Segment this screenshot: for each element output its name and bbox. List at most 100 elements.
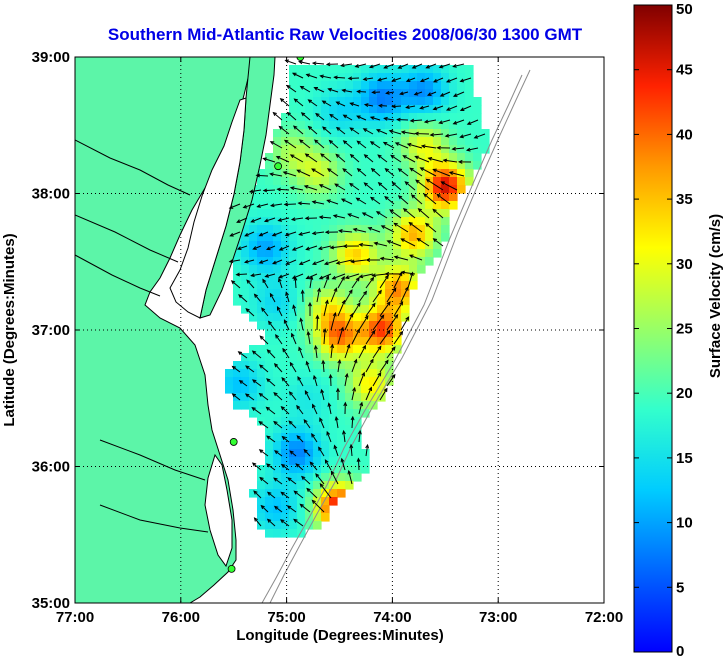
velocity-cell [449,137,458,146]
velocity-vector-head [436,145,441,150]
velocity-cell [361,81,370,90]
velocity-vector-head [315,112,320,118]
velocity-cell [289,73,298,82]
velocity-vector [290,187,304,191]
velocity-cell [433,241,442,250]
velocity-vector-head [311,499,316,504]
velocity-cell [249,289,258,298]
velocity-vector [267,519,276,527]
velocity-cell [321,433,330,442]
velocity-cell [361,273,370,282]
velocity-cell [425,209,434,218]
velocity-vector-head [258,392,264,397]
velocity-vector-head [300,112,306,117]
velocity-vector-head [365,443,370,449]
velocity-cell [313,201,322,210]
velocity-cell [297,337,306,346]
velocity-vector [417,238,430,247]
velocity-vector [372,290,382,303]
velocity-cell [305,505,314,514]
velocity-vector [287,505,297,513]
velocity-vector-head [266,463,271,468]
velocity-vector-head [362,344,366,350]
velocity-vector [283,171,297,177]
velocity-vector-head [278,125,283,130]
velocity-cell [321,161,330,170]
velocity-vector [392,77,402,82]
velocity-vector [341,63,353,67]
velocity-cell [305,249,314,258]
velocity-cell [361,337,370,346]
velocity-cell [337,297,346,306]
velocity-cell [393,241,402,250]
velocity-cell [233,257,242,266]
velocity-vector-head [258,364,264,369]
velocity-cell [249,201,258,210]
velocity-cell [425,105,434,114]
velocity-cell [241,369,250,378]
velocity-cell [385,97,394,106]
velocity-vector-head [459,134,464,139]
velocity-cell [337,257,346,266]
velocity-cell [305,361,314,370]
velocity-cell [377,385,386,394]
velocity-vector [327,199,339,205]
velocity-cell [345,393,354,402]
velocity-cell [353,113,362,122]
velocity-vector [272,259,283,265]
velocity-vector-head [278,274,283,279]
velocity-vector-head [341,299,346,305]
velocity-cell [401,121,410,130]
velocity-cell [385,73,394,82]
velocity-cell [393,137,402,146]
velocity-vector [363,77,374,80]
velocity-cell [385,209,394,218]
velocity-vector-head [377,371,382,377]
velocity-vector-head [452,93,458,97]
velocity-cell [233,265,242,274]
velocity-cell [297,129,306,138]
velocity-cell [417,81,426,90]
velocity-cell [433,225,442,234]
velocity-vector-head [298,261,304,266]
velocity-vector [362,212,374,219]
velocity-cell [345,377,354,386]
velocity-vector [418,208,430,219]
velocity-vector [320,389,325,401]
velocity-vector [297,376,304,387]
velocity-cell [257,321,266,330]
velocity-vector [322,360,325,373]
velocity-cell [289,233,298,242]
velocity-cell [289,529,298,538]
velocity-cell [369,305,378,314]
velocity-vector [267,349,276,359]
velocity-vector [294,277,297,289]
velocity-vector-head [377,345,382,350]
velocity-cell [241,385,250,394]
velocity-cell [401,185,410,194]
velocity-cell [297,513,306,522]
velocity-cell [321,489,330,498]
velocity-cell [393,209,402,218]
velocity-vector [292,273,304,279]
velocity-cell [337,233,346,242]
velocity-cell [409,153,418,162]
velocity-cell [257,209,266,218]
velocity-cell [289,321,298,330]
velocity-vector [398,63,409,69]
velocity-cell [281,353,290,362]
velocity-cell [401,281,410,290]
velocity-vector-head [288,420,293,425]
velocity-vector-head [287,477,292,482]
velocity-cell [241,273,250,282]
velocity-cell [409,97,418,106]
velocity-cell [321,329,330,338]
velocity-vector-head [411,65,417,69]
velocity-vector-head [308,301,312,307]
velocity-vector-head [330,470,335,475]
velocity-cell [401,273,410,282]
velocity-vector [259,393,269,401]
velocity-vector-head [416,237,421,242]
velocity-cell [473,97,482,106]
velocity-cell [329,321,338,330]
